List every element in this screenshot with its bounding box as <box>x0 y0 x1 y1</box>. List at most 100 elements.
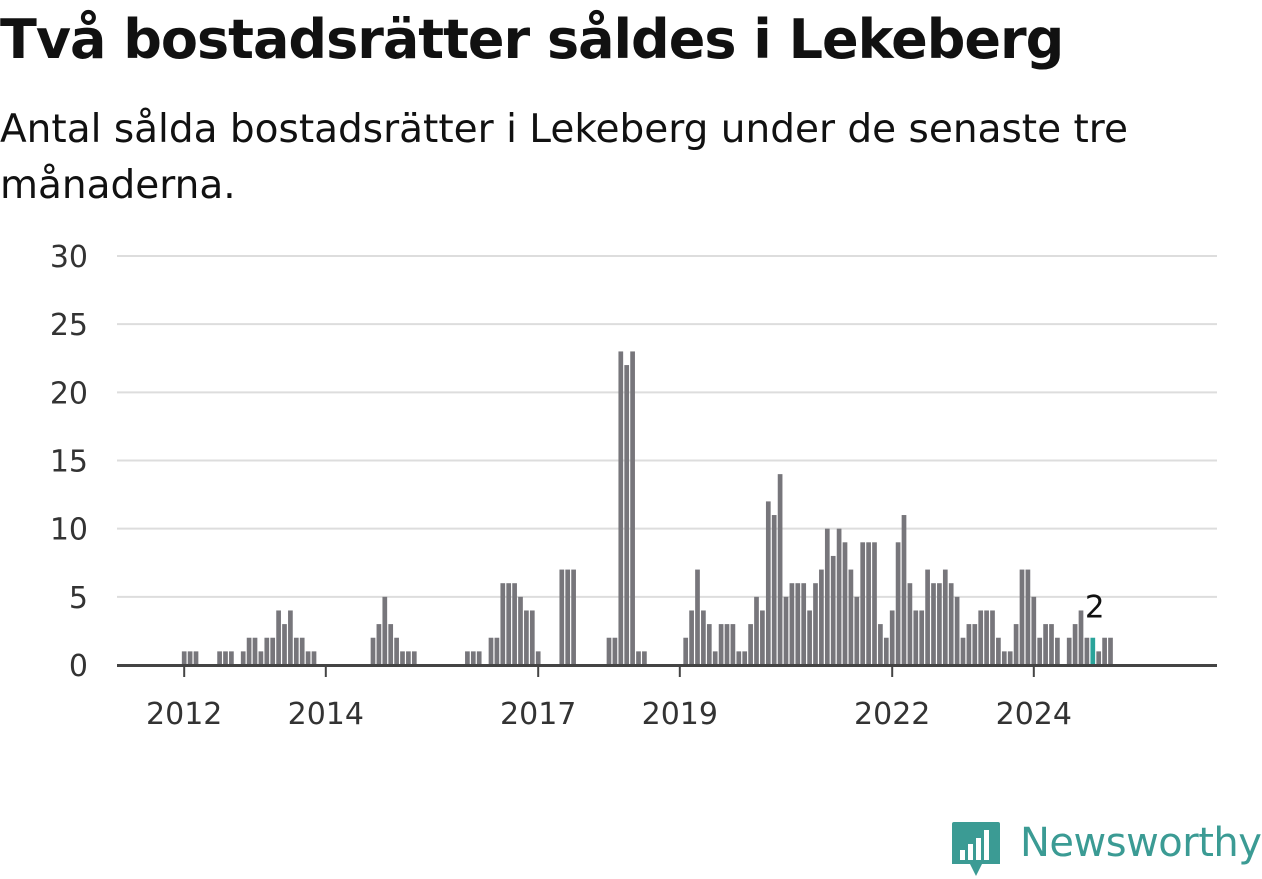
y-tick-label: 30 <box>50 240 88 275</box>
y-tick-label: 20 <box>50 376 88 411</box>
bar <box>824 528 830 665</box>
newsworthy-logo[interactable]: Newsworthy <box>950 818 1262 878</box>
bar <box>229 651 234 665</box>
bar <box>559 569 565 665</box>
bar <box>854 596 860 665</box>
bar <box>382 596 388 665</box>
bar <box>783 596 789 665</box>
bar <box>872 542 877 665</box>
bar <box>931 583 936 665</box>
x-tick-label: 2012 <box>146 697 222 732</box>
bar <box>240 651 246 665</box>
bar <box>1031 596 1037 665</box>
y-tick-label: 0 <box>69 649 88 684</box>
bar <box>742 651 748 665</box>
bar <box>984 610 989 665</box>
bar <box>465 651 470 665</box>
bar <box>400 651 405 665</box>
bar <box>488 637 494 665</box>
bar <box>718 624 724 665</box>
bar <box>1096 651 1102 665</box>
bar <box>1001 651 1007 665</box>
bar <box>1102 637 1107 665</box>
bar <box>288 610 293 665</box>
bar <box>813 583 818 665</box>
x-axis-tick-labels: 2012 2014 2017 2019 2022 2024 <box>146 665 1072 732</box>
bar <box>529 610 535 665</box>
bar <box>630 351 635 665</box>
bar <box>606 637 612 665</box>
bar <box>1019 569 1025 665</box>
bar <box>925 569 930 665</box>
y-tick-label: 10 <box>50 513 88 548</box>
brand-name: Newsworthy <box>1020 820 1262 866</box>
bar <box>565 569 571 665</box>
bar <box>689 610 694 665</box>
bar <box>535 651 541 665</box>
bar <box>1055 637 1060 665</box>
bar <box>760 610 765 665</box>
bars <box>181 351 1113 665</box>
y-tick-label: 15 <box>50 445 88 480</box>
bar <box>866 542 871 665</box>
bar <box>748 624 753 665</box>
bar <box>406 651 411 665</box>
newsworthy-logo-icon <box>952 822 1000 876</box>
bar <box>883 637 889 665</box>
bar <box>571 569 576 665</box>
bar <box>765 501 771 665</box>
bar <box>771 515 777 665</box>
bar <box>394 637 399 665</box>
bar <box>777 474 783 665</box>
bar <box>889 610 895 665</box>
bar <box>1007 651 1013 665</box>
bar <box>500 583 506 665</box>
bar-highlight <box>1090 637 1096 665</box>
bar <box>642 651 647 665</box>
bar <box>683 637 689 665</box>
bar <box>217 651 222 665</box>
bar <box>706 624 712 665</box>
bar <box>246 637 252 665</box>
bar <box>901 515 907 665</box>
bar <box>1084 637 1090 665</box>
bar <box>801 583 807 665</box>
bar <box>701 610 706 665</box>
bar <box>978 610 984 665</box>
bar <box>311 651 317 665</box>
gridlines <box>117 255 1217 598</box>
bar <box>181 651 187 665</box>
bar <box>848 569 854 665</box>
bar <box>895 542 901 665</box>
bar <box>264 637 270 665</box>
bar <box>258 651 264 665</box>
bar <box>518 596 523 665</box>
bar <box>494 637 500 665</box>
bar <box>919 610 925 665</box>
bar <box>830 555 836 665</box>
x-tick-label: 2024 <box>996 697 1072 732</box>
bar <box>948 583 954 665</box>
bar <box>819 569 824 665</box>
bar <box>1108 637 1113 665</box>
bar <box>695 569 700 665</box>
bar <box>795 583 801 665</box>
bar <box>966 624 972 665</box>
bar <box>524 610 529 665</box>
bar <box>612 637 618 665</box>
data-labels: 2 <box>1085 590 1105 626</box>
bar <box>193 651 199 665</box>
bar <box>807 610 812 665</box>
bar <box>276 610 281 665</box>
y-axis-tick-labels: 0 5 10 15 20 25 30 <box>50 240 88 684</box>
bar <box>730 624 736 665</box>
data-label-last: 2 <box>1085 590 1105 626</box>
bar <box>960 637 966 665</box>
bar <box>270 637 276 665</box>
bar <box>282 624 287 665</box>
bar <box>636 651 641 665</box>
bar <box>907 583 913 665</box>
chart-title: Två bostadsrätter såldes i Lekeberg <box>0 8 1064 71</box>
bar <box>376 624 382 665</box>
bar <box>996 637 1001 665</box>
